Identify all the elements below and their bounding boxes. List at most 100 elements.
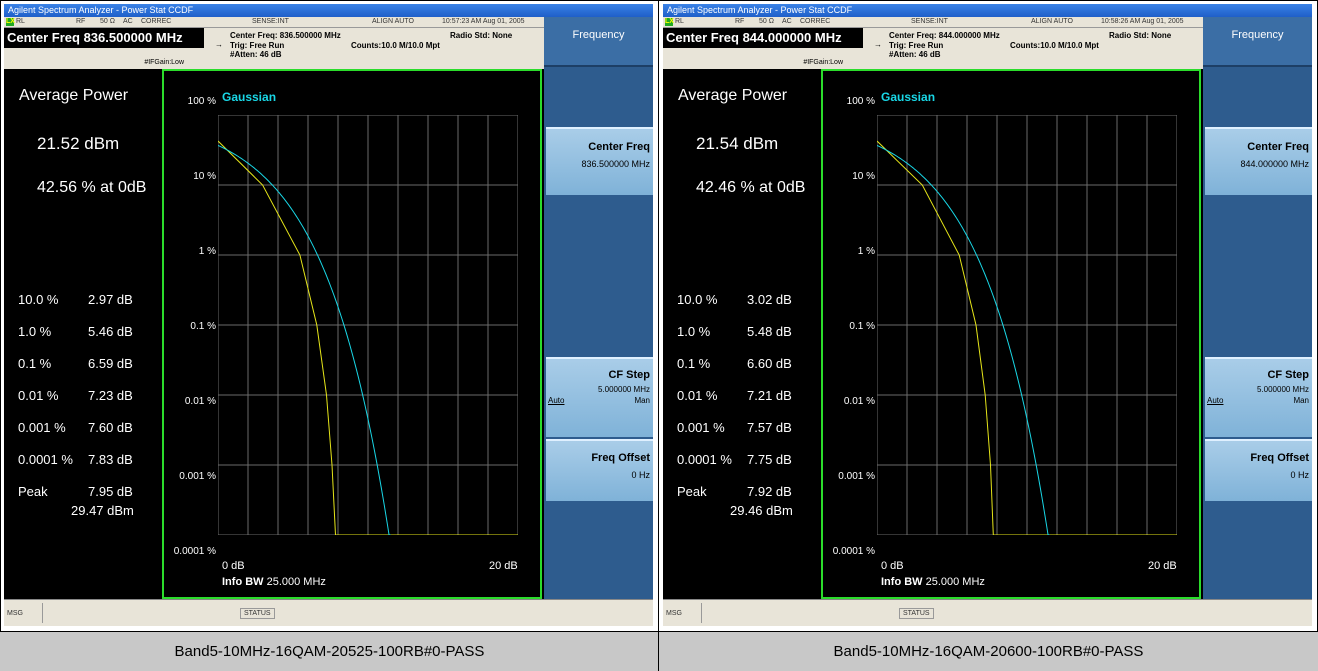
cf-step-man[interactable]: Man xyxy=(1293,396,1309,405)
info-atten: #Atten: 46 dB xyxy=(230,50,282,59)
y-tick-label: 100 % xyxy=(846,96,875,107)
ccdf-percent: 10.0 % xyxy=(677,292,718,307)
cf-step-auto[interactable]: Auto xyxy=(1207,396,1224,405)
menu-title-frequency[interactable]: Frequency xyxy=(544,17,653,67)
info-bw-value: 25.000 MHz xyxy=(925,576,985,588)
info-atten: #Atten: 46 dB xyxy=(889,50,941,59)
status-strip: LX RL RF 50 Ω AC CORREC SENSE:INT ALIGN … xyxy=(663,17,1203,28)
ccdf-db: 7.21 dB xyxy=(747,388,792,403)
center-freq-readout[interactable]: Center Freq 836.500000 MHz xyxy=(4,28,204,48)
average-power-value: 21.52 dBm xyxy=(37,134,120,153)
ifgain-label: #IFGain:Low xyxy=(144,59,184,66)
ccdf-plot-area xyxy=(218,115,518,535)
average-power-value: 21.54 dBm xyxy=(696,134,779,153)
ccdf-percent: Peak xyxy=(677,484,707,499)
ccdf-percent: 1.0 % xyxy=(18,324,52,339)
cf-step-auto[interactable]: Auto xyxy=(548,396,565,405)
menu-title-frequency[interactable]: Frequency xyxy=(1203,17,1312,67)
center-freq-softkey-label: Center Freq xyxy=(1247,141,1309,153)
status-strip: LX RL RF 50 Ω AC CORREC SENSE:INT ALIGN … xyxy=(4,17,544,28)
x-axis-left-label: 0 dB xyxy=(222,560,245,572)
lxi-icon: LX xyxy=(6,18,15,26)
ccdf-db: 7.57 dB xyxy=(747,420,792,435)
y-tick-label: 100 % xyxy=(187,96,216,107)
y-tick-label: 1 % xyxy=(857,246,875,257)
freq-offset-value: 0 Hz xyxy=(1290,470,1309,480)
lxi-icon: LX xyxy=(665,18,674,26)
message-bar: MSG STATUS xyxy=(4,599,653,626)
ccdf-db: 5.46 dB xyxy=(88,324,133,339)
y-tick-label: 0.0001 % xyxy=(832,546,875,557)
correc-indicator: CORREC xyxy=(141,18,172,25)
ccdf-db: 7.60 dB xyxy=(88,420,133,435)
panel-cell-right: Agilent Spectrum Analyzer - Power Stat C… xyxy=(659,0,1318,671)
freq-offset-value: 0 Hz xyxy=(631,470,650,480)
ccdf-percent: 10.0 % xyxy=(18,292,59,307)
ccdf-db: 6.59 dB xyxy=(88,356,133,371)
ccdf-plot-area xyxy=(877,115,1177,535)
sense-indicator: SENSE:INT xyxy=(911,18,948,25)
rl-indicator: RL xyxy=(675,18,684,25)
ccdf-percent: 0.001 % xyxy=(677,420,725,435)
y-tick-label: 0.1 % xyxy=(190,321,216,332)
y-tick-label: 0.01 % xyxy=(184,396,216,407)
gaussian-label: Gaussian xyxy=(222,90,277,104)
y-tick-label: 0.1 % xyxy=(849,321,875,332)
ifgain-label: #IFGain:Low xyxy=(803,59,843,66)
ccdf-db: 7.75 dB xyxy=(747,452,792,467)
info-radio-std: Radio Std: None xyxy=(450,31,513,40)
center-freq-readout[interactable]: Center Freq 844.000000 MHz xyxy=(663,28,863,48)
x-axis-right-label: 20 dB xyxy=(1148,560,1177,572)
gaussian-reference-trace xyxy=(877,144,1050,535)
peak-dbm: 29.46 dBm xyxy=(730,503,793,518)
measurement-results: Average Power 21.52 dBm 42.56 % at 0dB 1… xyxy=(4,69,162,599)
status-label[interactable]: STATUS xyxy=(899,608,934,619)
window-title: Agilent Spectrum Analyzer - Power Stat C… xyxy=(4,4,653,17)
y-tick-label: 10 % xyxy=(852,171,875,182)
peak-dbm: 29.47 dBm xyxy=(71,503,134,518)
msg-label: MSG xyxy=(7,610,23,617)
ccdf-percent: 0.1 % xyxy=(677,356,711,371)
cf-step-softkey[interactable]: CF Step 5.000000 MHz Auto Man xyxy=(1205,357,1312,437)
y-tick-label: 0.001 % xyxy=(179,471,216,482)
rl-indicator: RL xyxy=(16,18,25,25)
cf-step-softkey[interactable]: CF Step 5.000000 MHz Auto Man xyxy=(546,357,653,437)
ccdf-percent: 0.0001 % xyxy=(18,452,73,467)
ccdf-percent: 0.1 % xyxy=(18,356,52,371)
freq-offset-softkey[interactable]: Freq Offset 0 Hz xyxy=(1205,439,1312,501)
center-freq-softkey[interactable]: Center Freq 836.500000 MHz xyxy=(546,127,653,195)
average-power-label: Average Power xyxy=(678,87,788,104)
ccdf-percent: 1.0 % xyxy=(677,324,711,339)
x-axis-right-label: 20 dB xyxy=(489,560,518,572)
analyzer-screenshot: Agilent Spectrum Analyzer - Power Stat C… xyxy=(4,4,653,626)
status-label[interactable]: STATUS xyxy=(240,608,275,619)
softkey-panel: Frequency Center Freq 836.500000 MHz CF … xyxy=(544,17,653,599)
align-indicator: ALIGN AUTO xyxy=(372,18,414,25)
ccdf-db: 2.97 dB xyxy=(88,292,133,307)
cf-step-man[interactable]: Man xyxy=(634,396,650,405)
info-center-freq: Center Freq: 844.000000 MHz xyxy=(889,31,1000,40)
ccdf-percent: Peak xyxy=(18,484,48,499)
freq-offset-softkey[interactable]: Freq Offset 0 Hz xyxy=(546,439,653,501)
ccdf-percent: 0.001 % xyxy=(18,420,66,435)
trigger-arrow-icon: → xyxy=(874,40,882,49)
info-trig: Trig: Free Run xyxy=(889,41,944,50)
ccdf-db: 5.48 dB xyxy=(747,324,792,339)
message-bar: MSG STATUS xyxy=(663,599,1312,626)
y-tick-label: 10 % xyxy=(193,171,216,182)
ccdf-db: 3.02 dB xyxy=(747,292,792,307)
impedance-indicator: 50 Ω xyxy=(759,18,774,25)
center-freq-softkey[interactable]: Center Freq 844.000000 MHz xyxy=(1205,127,1312,195)
y-tick-label: 0.0001 % xyxy=(173,546,216,557)
ac-indicator: AC xyxy=(782,18,792,25)
cf-step-value: 5.000000 MHz xyxy=(1256,385,1309,394)
cf-step-value: 5.000000 MHz xyxy=(597,385,650,394)
y-tick-label: 1 % xyxy=(198,246,216,257)
average-power-label: Average Power xyxy=(19,87,129,104)
x-axis-left-label: 0 dB xyxy=(881,560,904,572)
measurement-info-bar: Center Freq: 836.500000 MHz Trig: Free R… xyxy=(204,28,544,69)
center-freq-softkey-value: 844.000000 MHz xyxy=(1240,159,1309,169)
percent-at-0db: 42.46 % at 0dB xyxy=(696,179,806,196)
measured-ccdf-trace xyxy=(218,140,518,535)
trigger-arrow-icon: → xyxy=(215,40,223,49)
